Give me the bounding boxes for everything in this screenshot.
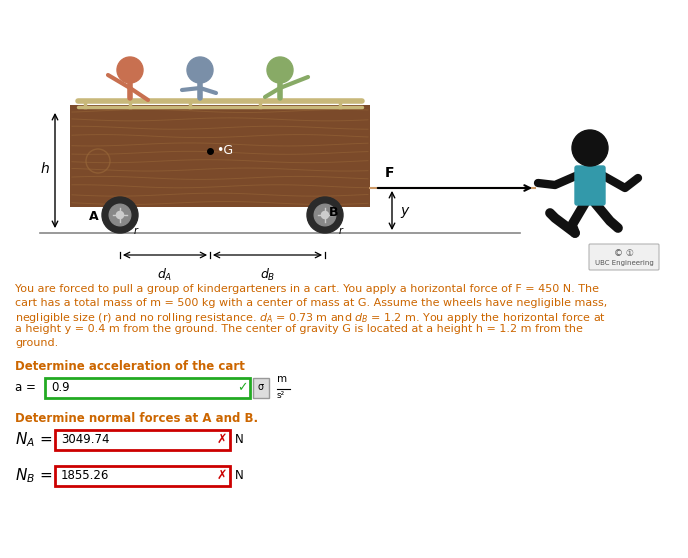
Text: s²: s² (277, 392, 286, 401)
Text: $d_A$: $d_A$ (158, 267, 173, 283)
Text: ground.: ground. (15, 338, 58, 348)
Text: 3049.74: 3049.74 (61, 433, 109, 446)
Text: N: N (235, 433, 244, 446)
Circle shape (314, 204, 336, 226)
Text: ✗: ✗ (217, 433, 227, 446)
Circle shape (102, 197, 138, 233)
Text: $d_B$: $d_B$ (260, 267, 275, 283)
Text: negligible size (r) and no rolling resistance. $d_A$ = 0.73 m and $d_B$ = 1.2 m.: negligible size (r) and no rolling resis… (15, 311, 606, 325)
Text: $N_B$ =: $N_B$ = (15, 466, 52, 485)
Circle shape (116, 211, 124, 219)
Circle shape (187, 57, 213, 83)
Text: Determine acceleration of the cart: Determine acceleration of the cart (15, 359, 245, 373)
Circle shape (572, 130, 608, 166)
Text: a =: a = (15, 381, 36, 394)
Circle shape (307, 197, 343, 233)
Text: B: B (329, 206, 338, 219)
Text: A: A (89, 210, 99, 224)
FancyBboxPatch shape (45, 378, 250, 397)
Text: You are forced to pull a group of kindergarteners in a cart. You apply a horizon: You are forced to pull a group of kinder… (15, 284, 599, 294)
Text: F: F (385, 166, 394, 180)
Text: cart has a total mass of m = 500 kg with a center of mass at G. Assume the wheel: cart has a total mass of m = 500 kg with… (15, 297, 608, 307)
Text: h: h (41, 162, 50, 176)
Circle shape (117, 57, 143, 83)
FancyBboxPatch shape (589, 244, 659, 270)
Text: a height y = 0.4 m from the ground. The center of gravity G is located at a heig: a height y = 0.4 m from the ground. The … (15, 325, 583, 334)
Text: ✓: ✓ (237, 381, 247, 394)
FancyBboxPatch shape (55, 430, 230, 450)
FancyBboxPatch shape (55, 465, 230, 485)
Text: N: N (235, 469, 244, 482)
Circle shape (267, 57, 293, 83)
Text: r: r (134, 226, 138, 236)
Circle shape (109, 204, 131, 226)
Text: r: r (339, 226, 343, 236)
Text: m: m (277, 374, 287, 384)
Text: 0.9: 0.9 (51, 381, 69, 394)
Text: 1855.26: 1855.26 (61, 469, 109, 482)
Text: y: y (400, 204, 408, 218)
FancyBboxPatch shape (575, 166, 605, 205)
Circle shape (321, 211, 329, 219)
FancyBboxPatch shape (70, 105, 370, 207)
Text: ✗: ✗ (217, 469, 227, 482)
Text: Determine normal forces at A and B.: Determine normal forces at A and B. (15, 411, 258, 425)
Text: © ①: © ① (614, 249, 634, 258)
Text: •G: •G (216, 145, 233, 157)
FancyBboxPatch shape (253, 378, 269, 397)
Text: $N_A$ =: $N_A$ = (15, 430, 52, 449)
Text: UBC Engineering: UBC Engineering (594, 260, 654, 266)
Text: σ: σ (258, 382, 264, 392)
